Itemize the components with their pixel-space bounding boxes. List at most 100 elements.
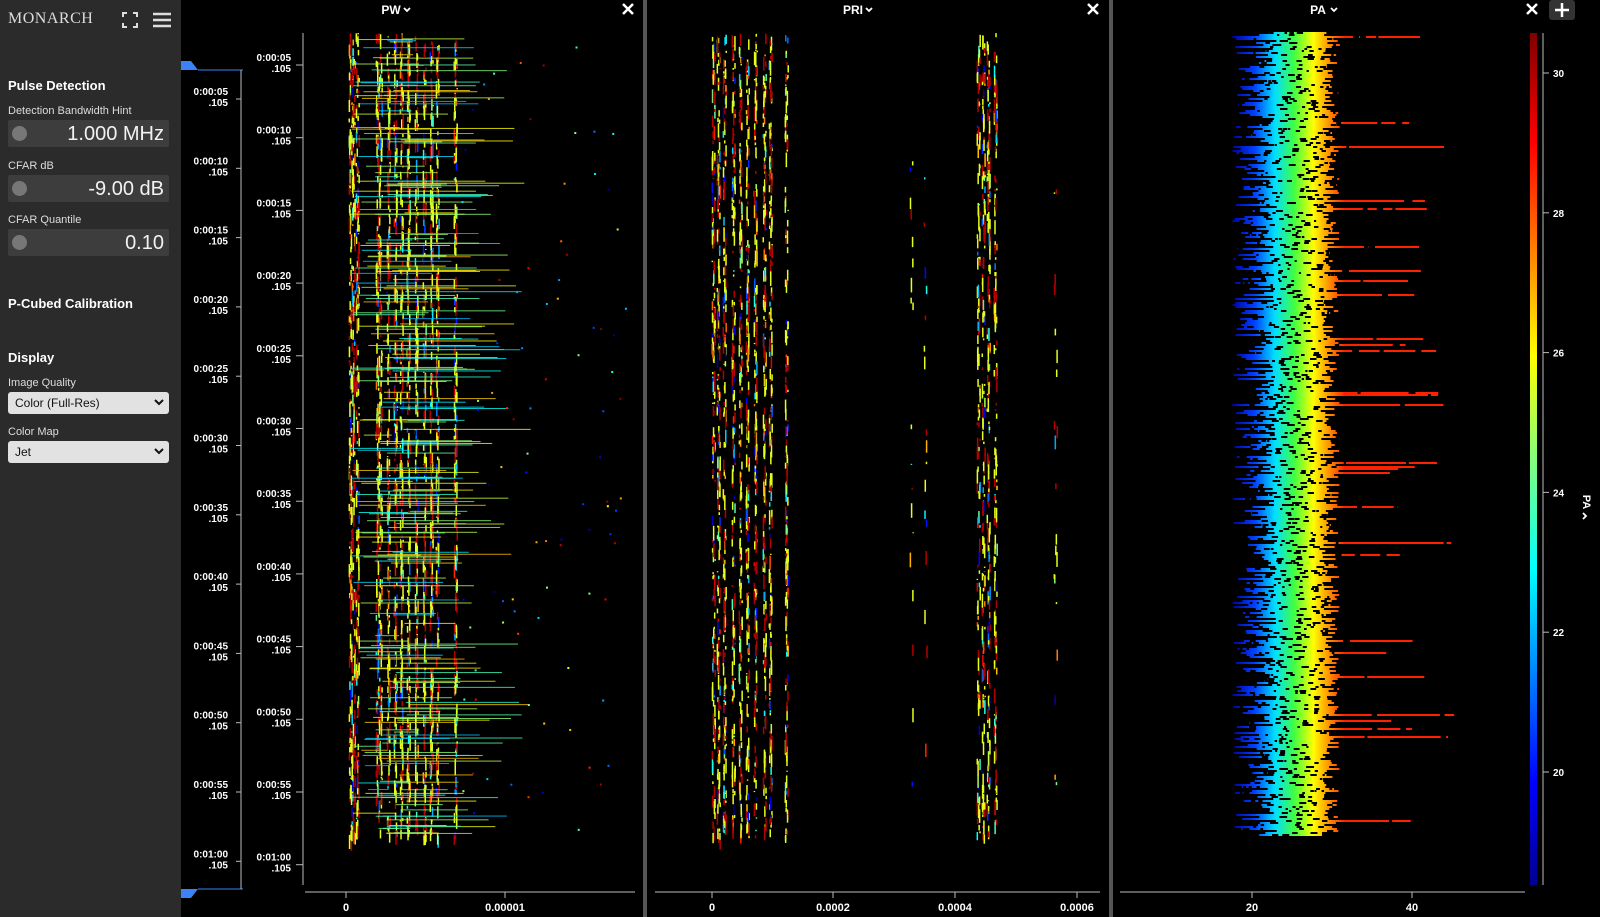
pulse-pixel bbox=[723, 107, 726, 115]
pulse-pixel bbox=[380, 241, 382, 248]
range-handle[interactable] bbox=[181, 61, 198, 70]
pulse-pixel bbox=[400, 246, 402, 250]
pulse-pixel bbox=[350, 435, 353, 437]
pulse-pixel bbox=[350, 323, 352, 330]
pulse-pixel bbox=[386, 285, 516, 287]
pulse-pixel bbox=[768, 222, 771, 226]
pulse-pixel bbox=[429, 618, 432, 632]
pulse-pixel bbox=[409, 260, 411, 269]
pulse-pixel bbox=[400, 442, 438, 444]
pulse-pixel bbox=[770, 724, 773, 734]
pulse-pixel bbox=[717, 166, 720, 182]
pulse-pixel bbox=[995, 413, 998, 419]
pulse-pixel bbox=[731, 197, 734, 202]
pulse-pixel bbox=[436, 213, 439, 220]
pulse-pixel bbox=[712, 468, 714, 475]
menu-button[interactable] bbox=[153, 12, 171, 28]
pulse-pixel bbox=[769, 261, 772, 277]
pulse-pixel bbox=[770, 451, 772, 465]
pulse-pixel bbox=[355, 416, 358, 420]
pulse-pixel bbox=[431, 112, 433, 127]
pulse-pixel bbox=[349, 506, 351, 519]
pulse-pixel bbox=[718, 258, 720, 268]
text-input[interactable]: -9.00 dB bbox=[8, 175, 169, 202]
pulse-pixel bbox=[716, 287, 719, 292]
pulse-pixel bbox=[405, 291, 522, 293]
pulse-pixel bbox=[734, 593, 736, 607]
pulse-pixel bbox=[723, 412, 725, 417]
pulse-pixel bbox=[380, 381, 382, 387]
pulse-pixel bbox=[432, 468, 434, 470]
pulse-pixel bbox=[357, 579, 359, 592]
pulse-pixel bbox=[755, 469, 757, 475]
pulse-pixel bbox=[763, 826, 766, 841]
pulse-pixel bbox=[746, 610, 748, 620]
pulse-pixel bbox=[739, 79, 742, 90]
pulse-pixel bbox=[395, 804, 443, 806]
pulse-pixel bbox=[395, 309, 397, 322]
pulse-pixel bbox=[352, 738, 355, 752]
pulse-pixel bbox=[762, 515, 765, 531]
pulse-pixel bbox=[379, 432, 382, 440]
pulse-pixel bbox=[415, 693, 417, 701]
fullscreen-button[interactable] bbox=[122, 12, 138, 28]
pulse-pixel bbox=[723, 702, 725, 714]
close-button[interactable] bbox=[622, 3, 634, 15]
pulse-pixel bbox=[355, 267, 477, 269]
select[interactable]: Jet bbox=[8, 441, 169, 463]
pulse-pixel bbox=[388, 51, 391, 55]
pulse-pixel bbox=[357, 160, 359, 168]
pulse-pixel bbox=[718, 337, 721, 347]
pulse-pixel bbox=[771, 423, 773, 433]
pulse-pixel bbox=[396, 436, 398, 444]
overview-strip[interactable] bbox=[181, 0, 243, 917]
pulse-pixel bbox=[723, 442, 726, 448]
pulse-pixel bbox=[435, 475, 438, 483]
pulse-pixel bbox=[756, 685, 758, 695]
info-icon bbox=[12, 235, 27, 250]
pulse-pixel bbox=[377, 652, 379, 656]
pulse-pixel bbox=[785, 616, 787, 632]
pulse-pixel bbox=[351, 160, 353, 176]
pulse-pixel bbox=[353, 95, 356, 103]
pulse-pixel bbox=[376, 289, 378, 296]
pulse-pixel bbox=[416, 584, 418, 595]
select[interactable]: Color (Full-Res) bbox=[8, 392, 169, 414]
pulse-pixel bbox=[404, 64, 476, 66]
pulse-pixel bbox=[718, 59, 720, 66]
pulse-pixel bbox=[425, 584, 427, 596]
pulse-pixel bbox=[733, 390, 736, 401]
pulse-pixel bbox=[382, 310, 506, 312]
pulse-pixel bbox=[722, 662, 725, 666]
text-input[interactable]: 0.10 bbox=[8, 229, 169, 256]
pulse-pixel bbox=[377, 265, 379, 269]
pulse-pixel bbox=[712, 474, 714, 479]
close-button[interactable] bbox=[1526, 3, 1538, 15]
text-input[interactable]: 1.000 MHz bbox=[8, 120, 169, 147]
pulse-pixel bbox=[455, 717, 458, 727]
pulse-pixel bbox=[714, 633, 716, 639]
pulse-pixel bbox=[377, 643, 380, 651]
pulse-pixel bbox=[731, 773, 734, 788]
pulse-pixel bbox=[746, 406, 749, 417]
pulse-pixel bbox=[395, 429, 397, 438]
pulse-pixel bbox=[988, 783, 991, 790]
pulse-pixel bbox=[733, 444, 735, 459]
pulse-pixel bbox=[407, 42, 410, 48]
pulse-pixel bbox=[407, 480, 410, 485]
pulse-pixel bbox=[718, 275, 721, 281]
pulse-pixel bbox=[349, 688, 352, 701]
pulse-pixel bbox=[430, 385, 432, 396]
range-handle[interactable] bbox=[181, 889, 198, 898]
pulse-pixel bbox=[762, 414, 765, 429]
pulse-pixel bbox=[429, 410, 432, 422]
pulse-pixel bbox=[987, 765, 989, 772]
pulse-pixel bbox=[723, 59, 725, 69]
pulse-pixel bbox=[357, 121, 359, 133]
panel-divider[interactable] bbox=[1109, 0, 1113, 917]
pulse-pixel bbox=[394, 494, 397, 505]
section-title[interactable]: P-Cubed Calibration bbox=[8, 296, 133, 311]
pulse-pixel bbox=[431, 232, 433, 240]
panel-divider[interactable] bbox=[643, 0, 647, 917]
close-button[interactable] bbox=[1087, 3, 1099, 15]
